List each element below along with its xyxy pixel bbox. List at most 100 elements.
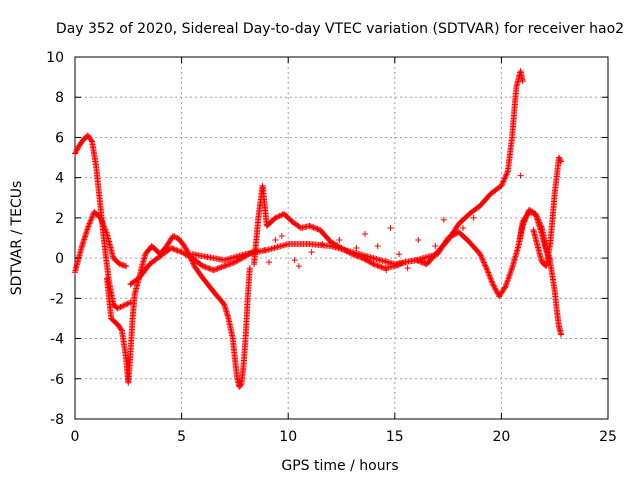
chart-title: Day 352 of 2020, Sidereal Day-to-day VTE… (56, 21, 624, 37)
data-point (124, 300, 131, 307)
data-point (499, 181, 506, 188)
data-point (498, 182, 505, 189)
data-point (201, 263, 208, 270)
data-point (483, 265, 490, 272)
data-point (169, 245, 176, 252)
data-point (383, 267, 390, 274)
y-tick-label: 8 (55, 90, 64, 106)
data-point (504, 278, 511, 285)
data-point (215, 265, 222, 272)
data-point (500, 178, 507, 185)
data-point (460, 224, 467, 231)
data-point (221, 263, 228, 270)
data-point (217, 264, 224, 271)
data-point (521, 218, 528, 225)
data-point (171, 246, 178, 253)
data-point (99, 219, 106, 226)
data-point (102, 226, 109, 233)
data-point (99, 220, 106, 227)
data-point (524, 211, 531, 218)
data-point (97, 214, 104, 221)
data-point (479, 256, 486, 263)
data-point (490, 282, 497, 289)
data-point (478, 253, 485, 260)
series-arc-2 (72, 208, 130, 276)
data-point (118, 303, 125, 310)
data-point (375, 263, 382, 270)
x-tick-label: 10 (279, 429, 297, 445)
y-tick-label: -2 (50, 291, 64, 307)
data-point (522, 215, 529, 222)
data-point (489, 281, 496, 288)
data-point (493, 287, 500, 294)
data-point (501, 284, 508, 291)
data-point (210, 267, 217, 274)
data-point (507, 269, 514, 276)
data-point (310, 224, 317, 231)
data-point (272, 237, 279, 244)
data-point (523, 214, 530, 221)
data-point (369, 260, 376, 267)
data-point (207, 266, 214, 273)
data-point (218, 264, 225, 271)
data-point (273, 214, 280, 221)
data-point (507, 268, 514, 275)
data-point (319, 241, 326, 248)
data-point (85, 223, 92, 230)
data-point (477, 252, 484, 259)
data-point (229, 260, 236, 267)
data-point (186, 251, 193, 258)
data-point (202, 264, 209, 271)
data-point (404, 265, 411, 272)
data-point (506, 271, 513, 278)
data-point (489, 279, 496, 286)
data-point (220, 300, 227, 307)
data-point (374, 243, 381, 250)
data-point (123, 263, 130, 270)
data-point (370, 261, 377, 268)
data-point (311, 224, 318, 231)
data-point (85, 222, 92, 229)
data-point (170, 246, 177, 253)
data-point (103, 229, 110, 236)
data-point (500, 177, 507, 184)
data-point (556, 155, 563, 162)
data-point (373, 262, 380, 269)
data-point (502, 172, 509, 179)
data-point (492, 286, 499, 293)
data-point (415, 237, 422, 244)
data-point (173, 247, 180, 254)
data-point (361, 230, 368, 237)
y-tick-label: -8 (50, 412, 64, 428)
x-axis-label: GPS time / hours (281, 458, 398, 474)
data-point (377, 263, 384, 270)
data-point (226, 261, 233, 268)
y-tick-label: 0 (55, 251, 64, 267)
data-point (517, 172, 524, 179)
data-layer (72, 68, 565, 390)
data-point (230, 259, 237, 266)
data-point (117, 304, 124, 311)
data-point (378, 264, 385, 271)
y-tick-label: 10 (46, 50, 64, 66)
data-point (336, 237, 343, 244)
data-point (203, 264, 210, 271)
data-point (470, 214, 477, 221)
series-arc-4 (127, 232, 253, 390)
tick-layer: 0 5 10 15 20 25 -8 -6 -4 -2 0 2 4 6 8 10 (46, 50, 617, 445)
data-point (188, 256, 195, 263)
data-point (88, 214, 95, 221)
data-point (505, 274, 512, 281)
y-tick-label: 2 (55, 211, 64, 227)
data-point (189, 258, 196, 265)
data-point (211, 266, 218, 273)
data-point (504, 170, 511, 177)
data-point (477, 251, 484, 258)
data-point (482, 262, 489, 269)
data-point (102, 228, 109, 235)
data-point (187, 254, 194, 261)
y-axis-label: SDTVAR / TECUs (9, 181, 25, 296)
series-scatter-bursts (261, 172, 524, 274)
data-point (387, 224, 394, 231)
